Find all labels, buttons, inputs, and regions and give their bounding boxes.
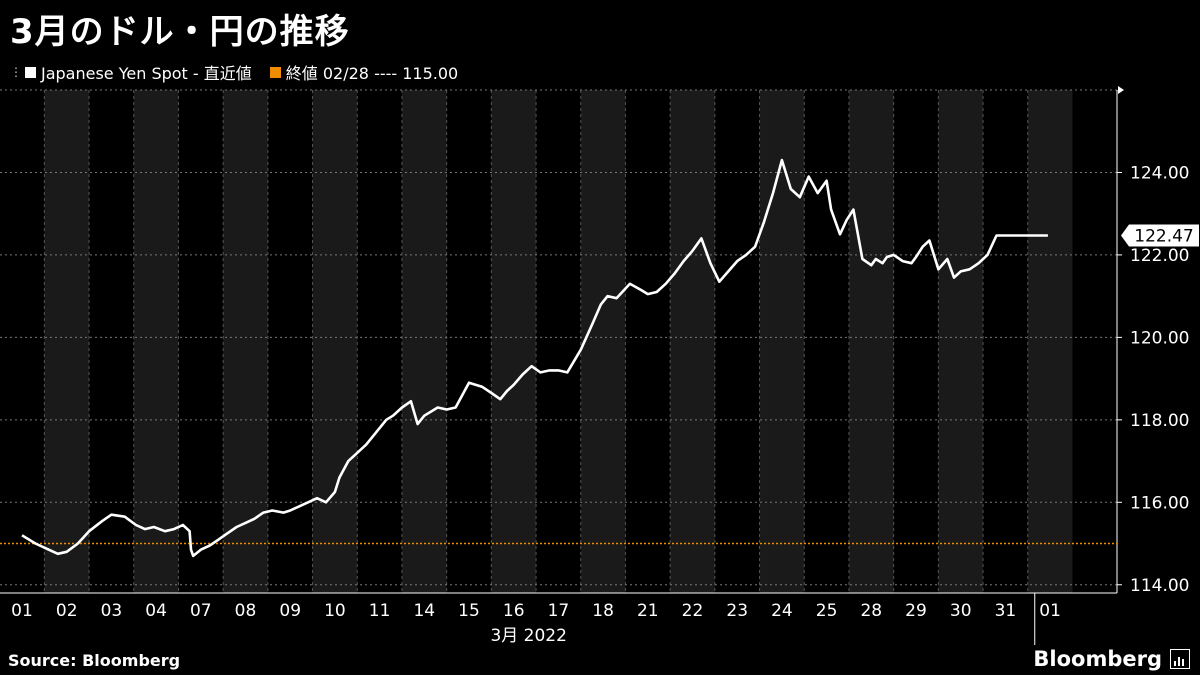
x-tick-label: 21	[637, 601, 659, 621]
legend-series-label: Japanese Yen Spot - 直近値	[41, 64, 252, 83]
day-band	[223, 90, 268, 593]
x-tick-label: 29	[905, 601, 927, 621]
x-tick-label: 01	[1039, 601, 1061, 621]
x-tick-label: 08	[235, 601, 257, 621]
legend-item-series[interactable]: Japanese Yen Spot - 直近値	[25, 60, 252, 84]
x-tick-label: 02	[56, 601, 78, 621]
day-band	[670, 90, 715, 593]
x-tick-label: 23	[726, 601, 748, 621]
x-tick-label: 14	[413, 601, 435, 621]
last-value-label: 122.47	[1134, 227, 1193, 247]
x-tick-label: 15	[458, 601, 480, 621]
source-note: Source: Bloomberg	[8, 651, 181, 670]
last-value-tag	[1121, 224, 1199, 247]
x-tick-label: 18	[592, 601, 614, 621]
legend-reference-label: 終値 02/28 ---- 115.00	[285, 64, 459, 83]
day-band	[44, 90, 90, 593]
x-tick-label: 04	[145, 601, 167, 621]
day-band	[133, 90, 179, 593]
x-tick-label: 16	[503, 601, 525, 621]
y-tick-label: 118.00	[1130, 411, 1189, 431]
x-tick-label: 07	[190, 601, 212, 621]
y-tick-label: 114.00	[1130, 576, 1189, 596]
y-tick-label: 124.00	[1130, 163, 1189, 183]
x-tick-label: 17	[548, 601, 570, 621]
legend: ⋮ Japanese Yen Spot - 直近値 終値 02/28 ---- …	[10, 60, 476, 84]
chart-title: 3月のドル・円の推移	[10, 12, 350, 52]
y-tick-label: 116.00	[1130, 493, 1189, 513]
day-band	[312, 90, 358, 593]
x-tick-label: 03	[101, 601, 123, 621]
x-tick-label: 01	[11, 601, 33, 621]
x-axis-label: 3月 2022	[490, 626, 566, 646]
brand-name: Bloomberg	[1033, 647, 1162, 671]
x-tick-label: 10	[324, 601, 346, 621]
series-swatch-icon	[25, 66, 36, 78]
x-tick-label: 09	[279, 601, 301, 621]
x-tick-label: 22	[682, 601, 704, 621]
reference-swatch-icon	[269, 66, 281, 78]
day-band	[938, 90, 984, 593]
bloomberg-chart-icon	[1170, 649, 1190, 669]
y-tick-label: 120.00	[1130, 328, 1189, 348]
legend-item-reference[interactable]: 終値 02/28 ---- 115.00	[269, 60, 459, 84]
x-tick-label: 31	[995, 601, 1017, 621]
day-band	[580, 90, 626, 593]
x-tick-label: 28	[860, 601, 882, 621]
y-axis-arrow-icon	[1118, 86, 1124, 94]
day-band	[848, 90, 894, 593]
y-tick-label: 122.00	[1130, 246, 1189, 266]
x-tick-label: 24	[771, 601, 793, 621]
brand-logo: Bloomberg	[1033, 647, 1190, 671]
series-line	[21, 158, 1048, 558]
x-tick-label: 11	[369, 601, 391, 621]
day-band	[759, 90, 805, 593]
legend-handle-icon[interactable]: ⋮	[10, 65, 22, 79]
day-band	[401, 90, 447, 593]
x-tick-label: 25	[816, 601, 838, 621]
x-tick-label: 30	[950, 601, 972, 621]
day-band	[491, 90, 537, 593]
day-band	[1027, 90, 1073, 593]
